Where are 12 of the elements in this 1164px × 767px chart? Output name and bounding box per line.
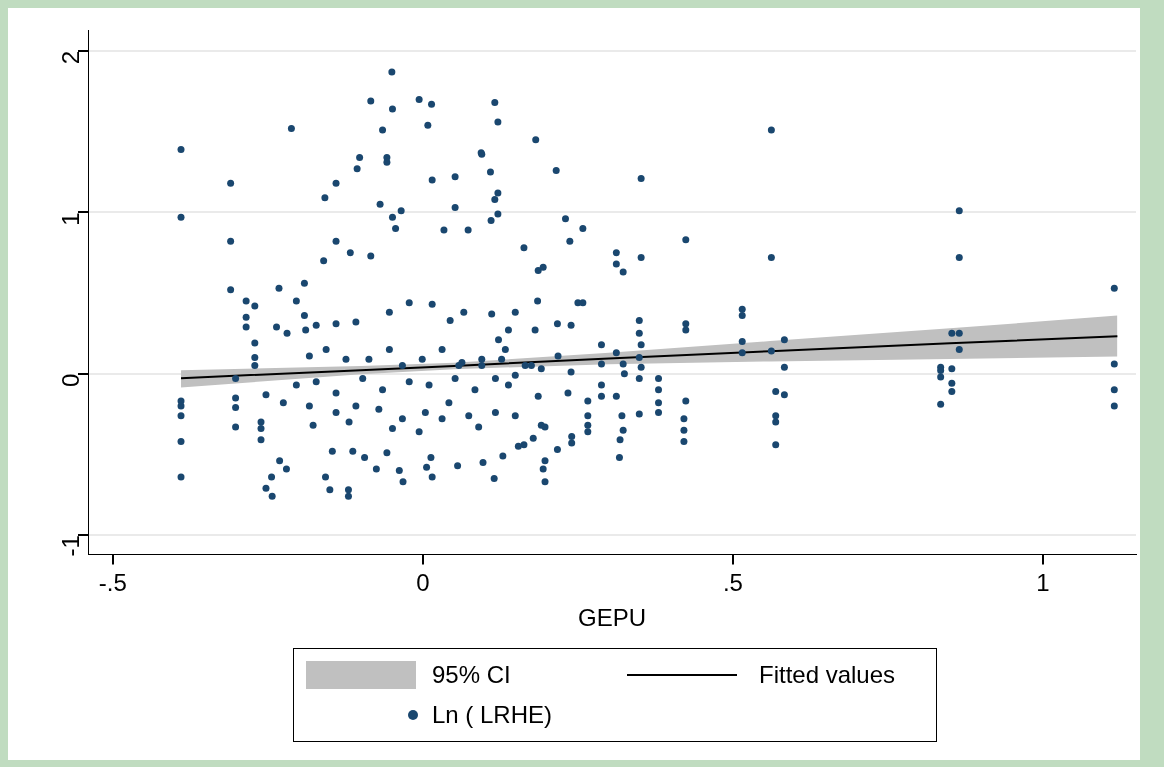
y-tick-label: 1 [56, 212, 84, 226]
y-tick-label: 0 [56, 373, 84, 388]
x-axis-title: GEPU [577, 604, 647, 632]
y-tick-label: -1 [56, 535, 84, 557]
x-tick-label: -.5 [98, 569, 127, 597]
text: 95% CI [432, 661, 511, 689]
x-tick-label: .5 [722, 569, 743, 597]
x-tick-label: 1 [1036, 569, 1050, 597]
legend-label: Ln ( LRHE) [432, 701, 553, 729]
x-tick-label: 0 [416, 569, 430, 597]
y-tick-label: 2 [56, 50, 84, 65]
legend-label: Fitted values [759, 661, 896, 689]
